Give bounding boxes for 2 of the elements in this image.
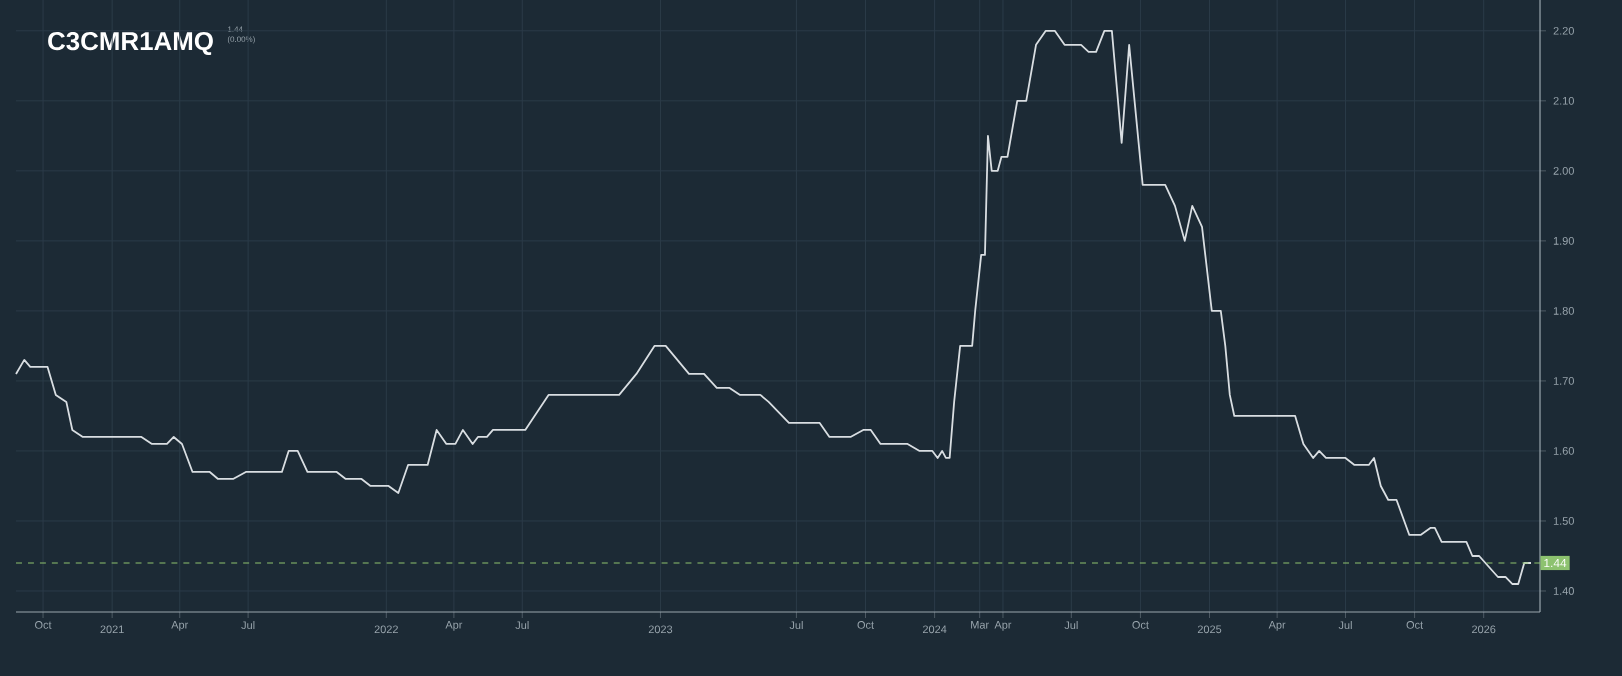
text: C3CMR1AMQ <box>48 31 213 56</box>
line-series <box>15 29 1532 585</box>
